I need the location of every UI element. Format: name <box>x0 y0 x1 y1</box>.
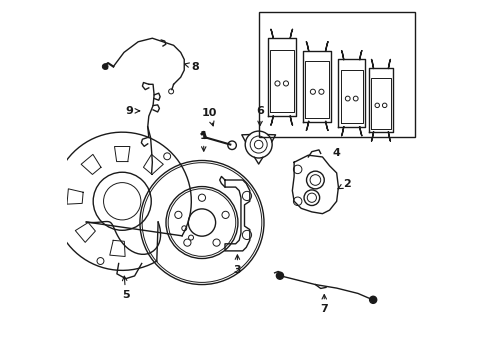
Text: 1: 1 <box>200 131 207 151</box>
Text: 9: 9 <box>125 106 139 116</box>
Circle shape <box>369 296 376 303</box>
Circle shape <box>276 272 283 279</box>
Text: 8: 8 <box>184 62 198 72</box>
Text: 4: 4 <box>332 148 340 158</box>
Text: 2: 2 <box>337 179 350 189</box>
Circle shape <box>102 64 108 69</box>
Text: 5: 5 <box>122 276 129 300</box>
Bar <box>258 12 414 138</box>
Text: 10: 10 <box>201 108 216 126</box>
Text: 3: 3 <box>233 255 241 275</box>
Text: 7: 7 <box>320 294 327 314</box>
Text: 6: 6 <box>256 106 264 126</box>
